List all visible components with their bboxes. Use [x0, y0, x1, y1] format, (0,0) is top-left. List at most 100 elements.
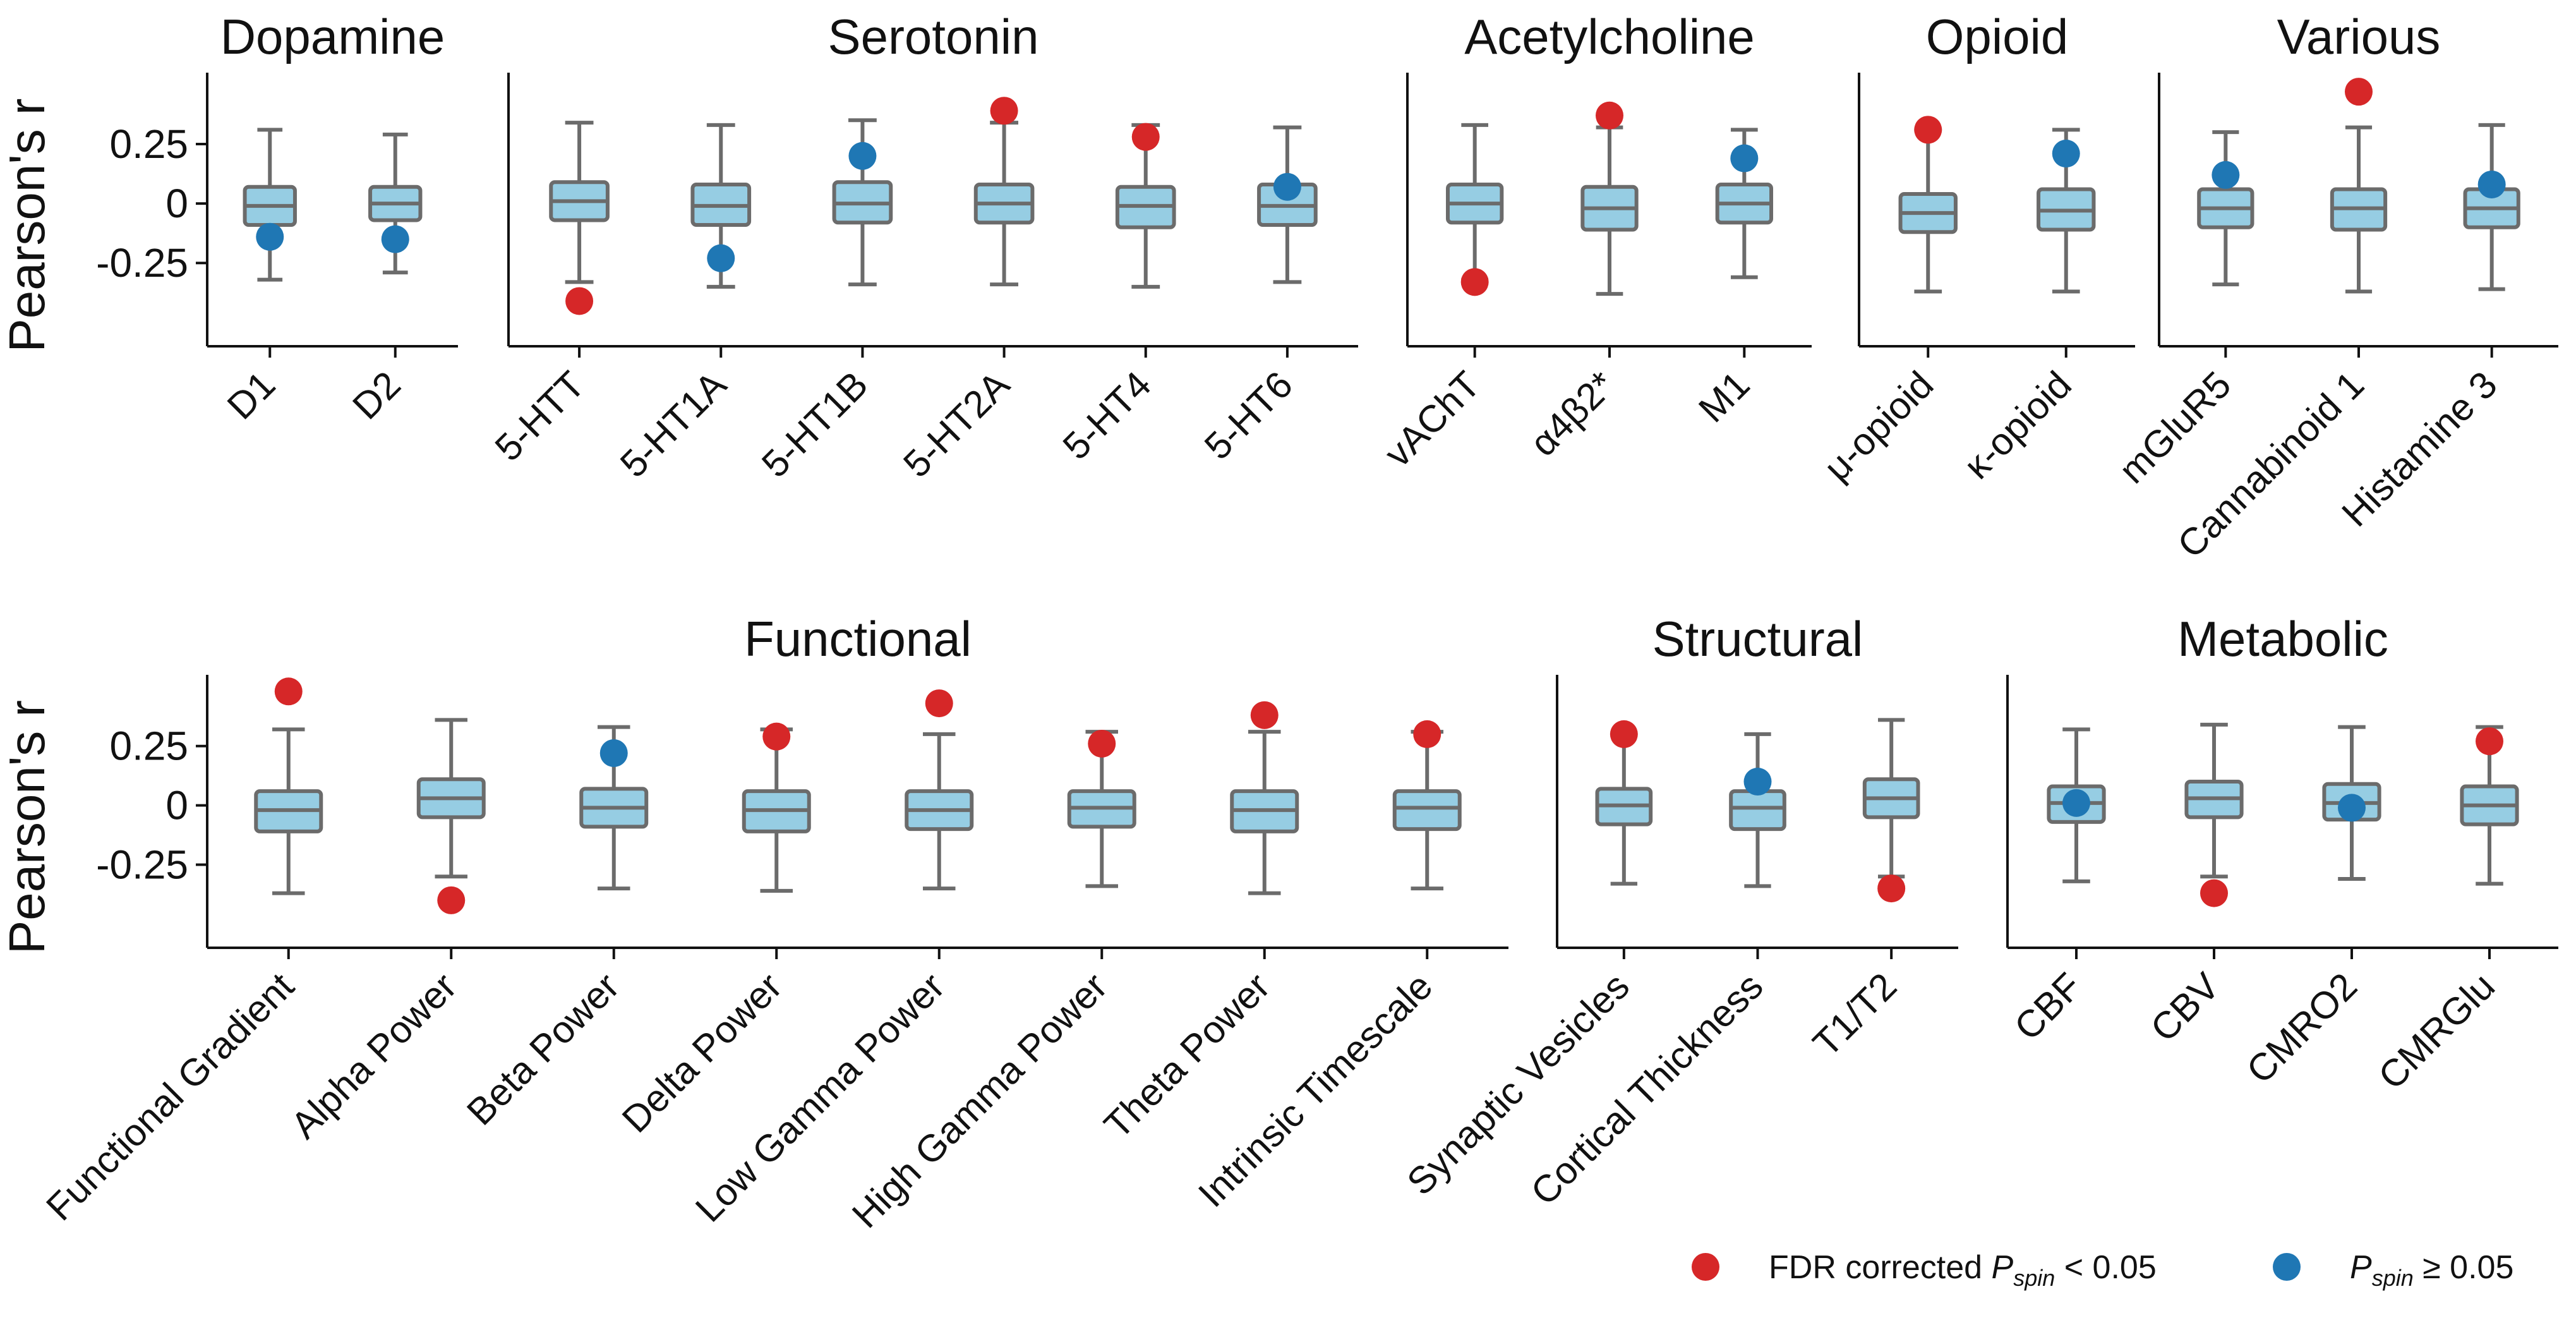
empirical-point-opioid — [2052, 140, 2080, 168]
box-functional-gradient — [254, 677, 323, 895]
box-synaptic-vesicles — [1595, 720, 1653, 886]
x-tick-label: Delta Power — [614, 965, 790, 1140]
x-tick-label: α4β2* — [1522, 363, 1623, 464]
x-tick-label: 5-HTT — [487, 363, 593, 469]
empirical-point-cortical-thickness — [1743, 768, 1772, 796]
box-5-ht2a — [973, 97, 1035, 287]
legend-item: Pspin ≥ 0.05 — [2273, 1249, 2513, 1291]
y-tick-label: 0 — [166, 783, 188, 828]
box-d1 — [243, 128, 297, 282]
box-intrinsic-timescale — [1392, 720, 1462, 891]
empirical-point-5-ht1b — [848, 142, 877, 170]
box-opioid — [2037, 128, 2096, 294]
legend-label: Pspin ≥ 0.05 — [2350, 1249, 2513, 1291]
empirical-point-beta-power — [599, 739, 628, 767]
iqr-box — [1392, 789, 1462, 832]
box-low-gamma-power — [905, 689, 974, 891]
panel-title: Dopamine — [220, 9, 445, 64]
panel-acetylcholine: Acetylcholine vAChT α4β2* M1 — [1376, 9, 1812, 475]
box-high-gamma-power — [1067, 729, 1136, 888]
empirical-point-alpha-power — [437, 886, 466, 914]
box-cortical-thickness — [1729, 732, 1786, 888]
box-5-htt — [549, 121, 610, 315]
empirical-point-delta-power — [762, 722, 791, 751]
y-tick-label: 0.25 — [109, 723, 188, 769]
x-tick-label: Functional Gradient — [38, 965, 302, 1229]
box-5-ht1b — [832, 118, 893, 287]
empirical-point-cannabinoid-1 — [2345, 78, 2373, 106]
x-tick-label: Cortical Thickness — [1522, 965, 1771, 1213]
y-tick-label: 0.25 — [109, 121, 188, 167]
legend-label-prefix: FDR corrected — [1769, 1249, 1992, 1286]
legend-label-suffix: ≥ 0.05 — [2414, 1249, 2514, 1286]
box-cmrglu — [2460, 725, 2519, 886]
box-cmro2 — [2322, 725, 2381, 881]
panel-title: Acetylcholine — [1464, 9, 1755, 64]
x-tick-label: Alpha Power — [283, 965, 465, 1147]
panel-dopamine: Dopamine 0.25 0 -0.25 D1 D2 — [96, 9, 458, 427]
x-tick-label: Theta Power — [1096, 965, 1278, 1147]
legend-label: FDR corrected Pspin < 0.05 — [1769, 1249, 2157, 1291]
box-m1 — [1715, 128, 1774, 279]
empirical-point-5-ht6 — [1273, 172, 1301, 201]
x-tick-label: 5-HT6 — [1196, 363, 1301, 468]
box-alpha-power — [416, 718, 486, 914]
panel-serotonin: Serotonin 5-HTT 5-HT1A 5-HT1B 5-HT2A 5-HT4 5-H… — [487, 9, 1358, 485]
legend-label-suffix: < 0.05 — [2055, 1249, 2156, 1286]
empirical-point-synaptic-vesicles — [1610, 720, 1638, 748]
panel-title: Functional — [744, 611, 972, 667]
empirical-point-5-ht4 — [1131, 123, 1160, 151]
empirical-point-cbf — [2062, 789, 2090, 817]
box-cbv — [2184, 722, 2244, 907]
x-tick-label: T1/T2 — [1805, 965, 1905, 1065]
x-tick-label: CBV — [2143, 965, 2228, 1050]
empirical-point-low-gamma-power — [925, 689, 953, 718]
empirical-point-d2 — [381, 225, 409, 253]
empirical-point-5-ht2a — [990, 97, 1018, 125]
chart-row-1: Pearson's r Dopamine 0.25 0 -0.25 D1 D2 Seroton… — [0, 9, 2558, 566]
empirical-point-functional-gradient — [274, 677, 303, 706]
box-5-ht4 — [1115, 123, 1176, 289]
x-tick-label: μ-opioid — [1815, 363, 1941, 489]
box-cbf — [2047, 727, 2106, 883]
legend: FDR corrected Pspin < 0.05 Pspin ≥ 0.05 — [1692, 1249, 2513, 1291]
legend-item: FDR corrected Pspin < 0.05 — [1692, 1249, 2157, 1291]
y-axis-label: Pearson's r — [0, 700, 55, 954]
empirical-point-histamine-3 — [2477, 170, 2506, 198]
x-tick-label: κ-opioid — [1956, 363, 2079, 487]
empirical-point-high-gamma-power — [1088, 729, 1116, 758]
x-tick-label: mGluR5 — [2111, 363, 2239, 492]
panel-functional: Functional 0.25 0 -0.25 Functional GradientA… — [38, 611, 1508, 1236]
panel-title: Structural — [1652, 611, 1863, 667]
box-opioid — [1898, 116, 1958, 294]
x-tick-label: CBF — [2006, 965, 2090, 1048]
empirical-point-5-htt — [565, 287, 594, 315]
empirical-point-cbv — [2200, 879, 2228, 907]
x-tick-label: Beta Power — [459, 965, 627, 1134]
x-tick-label: CMRGlu — [2370, 965, 2503, 1098]
x-tick-label: 5-HT1B — [754, 363, 876, 486]
box-d2 — [368, 132, 423, 275]
box-cannabinoid-1 — [2330, 78, 2388, 294]
empirical-point-cmrglu — [2476, 727, 2503, 756]
box-histamine-3 — [2463, 123, 2520, 291]
empirical-point-vacht — [1460, 268, 1489, 296]
x-tick-label: CMRO2 — [2239, 965, 2366, 1092]
legend-label-math: P — [2350, 1249, 2372, 1286]
x-tick-label: D2 — [344, 363, 409, 428]
x-tick-label: 5-HT2A — [895, 363, 1018, 486]
x-tick-label: vAChT — [1376, 363, 1488, 475]
x-tick-label: D1 — [219, 363, 284, 428]
empirical-point-5-ht1a — [707, 244, 735, 272]
legend-label-sub: spin — [2372, 1265, 2414, 1291]
box-5-ht6 — [1257, 125, 1318, 284]
legend-marker — [1692, 1253, 1719, 1281]
box-4-2 — [1580, 101, 1639, 296]
iqr-box — [1729, 789, 1786, 832]
legend-label-math: P — [1992, 1249, 2014, 1286]
box-delta-power — [742, 722, 811, 893]
empirical-point-d1 — [256, 222, 284, 251]
y-tick-label: 0 — [166, 181, 188, 226]
